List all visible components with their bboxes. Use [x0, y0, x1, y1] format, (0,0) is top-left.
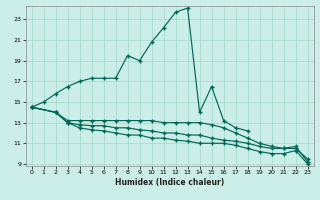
- X-axis label: Humidex (Indice chaleur): Humidex (Indice chaleur): [115, 178, 224, 187]
